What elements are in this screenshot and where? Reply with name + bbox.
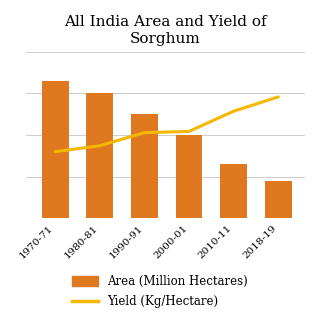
Bar <box>131 114 158 218</box>
Bar <box>86 93 113 218</box>
Bar <box>265 181 292 218</box>
Title: All India Area and Yield of
Sorghum: All India Area and Yield of Sorghum <box>64 15 267 46</box>
Bar <box>42 81 68 218</box>
Bar <box>220 164 247 218</box>
Legend: Area (Million Hectares), Yield (Kg/Hectare): Area (Million Hectares), Yield (Kg/Hecta… <box>66 269 254 314</box>
Bar <box>176 135 202 218</box>
